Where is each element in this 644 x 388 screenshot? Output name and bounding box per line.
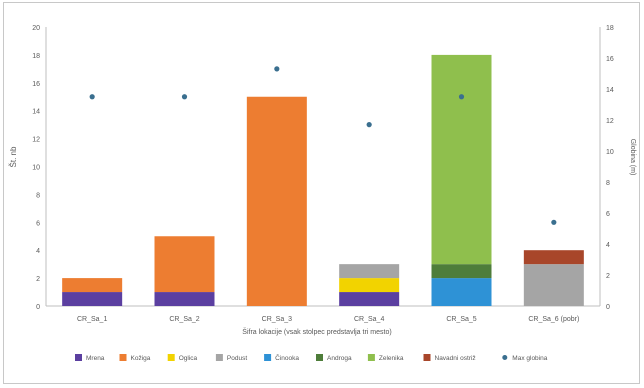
y2-axis-label: Globina (m) (629, 139, 636, 176)
legend-swatch (502, 355, 508, 360)
legend-label: Zelenika (379, 355, 404, 362)
bar-segment (431, 54, 492, 265)
legend-item: Zelenika (367, 354, 404, 362)
legend-item: Činooka (264, 353, 299, 362)
depth-point (366, 122, 372, 128)
legend-item: Mrena (75, 354, 105, 362)
bar-segment (339, 292, 400, 306)
y2-tick-label: 6 (606, 211, 610, 218)
chart-frame: 0 2 4 6 8 10 12 14 16 18 20 0 2 4 6 8 10 12 14 16 18 CR_Sa_1 C… (3, 2, 640, 384)
y2-tick-label: 18 (606, 25, 614, 32)
x-tick-label: CR_Sa_5 (446, 316, 476, 323)
y2-tick-label: 14 (606, 87, 614, 94)
x-axis-label: Šifra lokacije (vsak stolpec predstavlja… (242, 327, 391, 336)
bar-segment (523, 250, 584, 265)
bar-segment (62, 278, 123, 293)
y-axis-label: Št. nb (9, 146, 18, 167)
y-tick-label: 2 (36, 276, 40, 283)
chart-svg: 0 2 4 6 8 10 12 14 16 18 20 0 2 4 6 8 10 12 14 16 18 CR_Sa_1 C… (9, 25, 636, 362)
legend-label: Činooka (275, 353, 299, 362)
bar-segment (62, 292, 123, 306)
legend-label: Mrena (86, 355, 105, 362)
legend-item: Oglica (167, 354, 198, 362)
y2-tick-label: 16 (606, 56, 614, 63)
x-tick-label: CR_Sa_3 (262, 316, 292, 323)
legend-label: Navadni ostriž (435, 355, 476, 362)
x-tick-label: CR_Sa_1 (77, 316, 107, 323)
bar-segment (339, 278, 400, 293)
y-tick-label: 8 (36, 192, 40, 199)
depth-point (274, 66, 280, 72)
bar-segment (154, 292, 215, 306)
bars-group (62, 54, 584, 306)
y2-tick-label: 4 (606, 242, 610, 249)
y-tick-label: 6 (36, 220, 40, 227)
legend-swatch (167, 354, 175, 361)
legend-label: Oglica (179, 355, 198, 362)
y2-tick-label: 8 (606, 180, 610, 187)
y-tick-label: 18 (32, 53, 40, 60)
legend: Mrena Kožiga Oglica Podust Činooka Androga Zel… (75, 353, 548, 362)
legend-swatch (423, 354, 431, 361)
legend-swatch (119, 354, 127, 361)
bar-segment (246, 96, 307, 306)
x-tick-label: CR_Sa_2 (169, 316, 199, 323)
legend-item: Max globina (502, 355, 548, 362)
legend-label: Androga (327, 355, 352, 362)
legend-swatch (264, 354, 272, 361)
y2-tick-label: 2 (606, 273, 610, 280)
depth-point (181, 94, 188, 100)
points-group (89, 66, 557, 225)
y2-tick-label: 0 (606, 304, 610, 311)
labels-group: Št. nb Globina (m) Šifra lokacije (vsak … (9, 139, 636, 336)
bar-segment (523, 264, 584, 306)
legend-item: Androga (316, 354, 352, 362)
legend-swatch (215, 354, 223, 361)
legend-item: Kožiga (119, 354, 151, 362)
depth-point (458, 94, 465, 100)
legend-label: Max globina (512, 355, 547, 362)
legend-label: Kožiga (131, 355, 151, 362)
legend-swatch (75, 354, 82, 361)
bar-segment (431, 278, 492, 306)
y-tick-label: 10 (32, 165, 40, 172)
y-tick-label: 0 (36, 304, 40, 311)
x-tick-label: CR_Sa_6 (pobr) (528, 316, 579, 323)
legend-swatch (316, 354, 323, 361)
y2-tick-label: 10 (606, 149, 614, 156)
bar-segment (154, 236, 215, 293)
legend-label: Podust (227, 355, 247, 362)
y-tick-label: 4 (36, 248, 40, 255)
x-tick-label: CR_Sa_4 (354, 316, 384, 323)
legend-item: Navadni ostriž (423, 354, 476, 362)
y2-tick-label: 12 (606, 118, 614, 125)
depth-point (551, 219, 557, 225)
bar-segment (431, 264, 492, 279)
legend-item: Podust (215, 354, 247, 362)
y-tick-label: 16 (32, 81, 40, 88)
y-tick-label: 20 (32, 25, 40, 32)
axes-group: 0 2 4 6 8 10 12 14 16 18 20 0 2 4 6 8 10 12 14 16 18 CR_Sa_1 C… (32, 25, 614, 323)
legend-swatch (367, 354, 375, 361)
depth-point (89, 94, 95, 100)
bar-segment (339, 264, 400, 279)
y-tick-label: 14 (32, 109, 40, 116)
y-tick-label: 12 (32, 137, 40, 144)
